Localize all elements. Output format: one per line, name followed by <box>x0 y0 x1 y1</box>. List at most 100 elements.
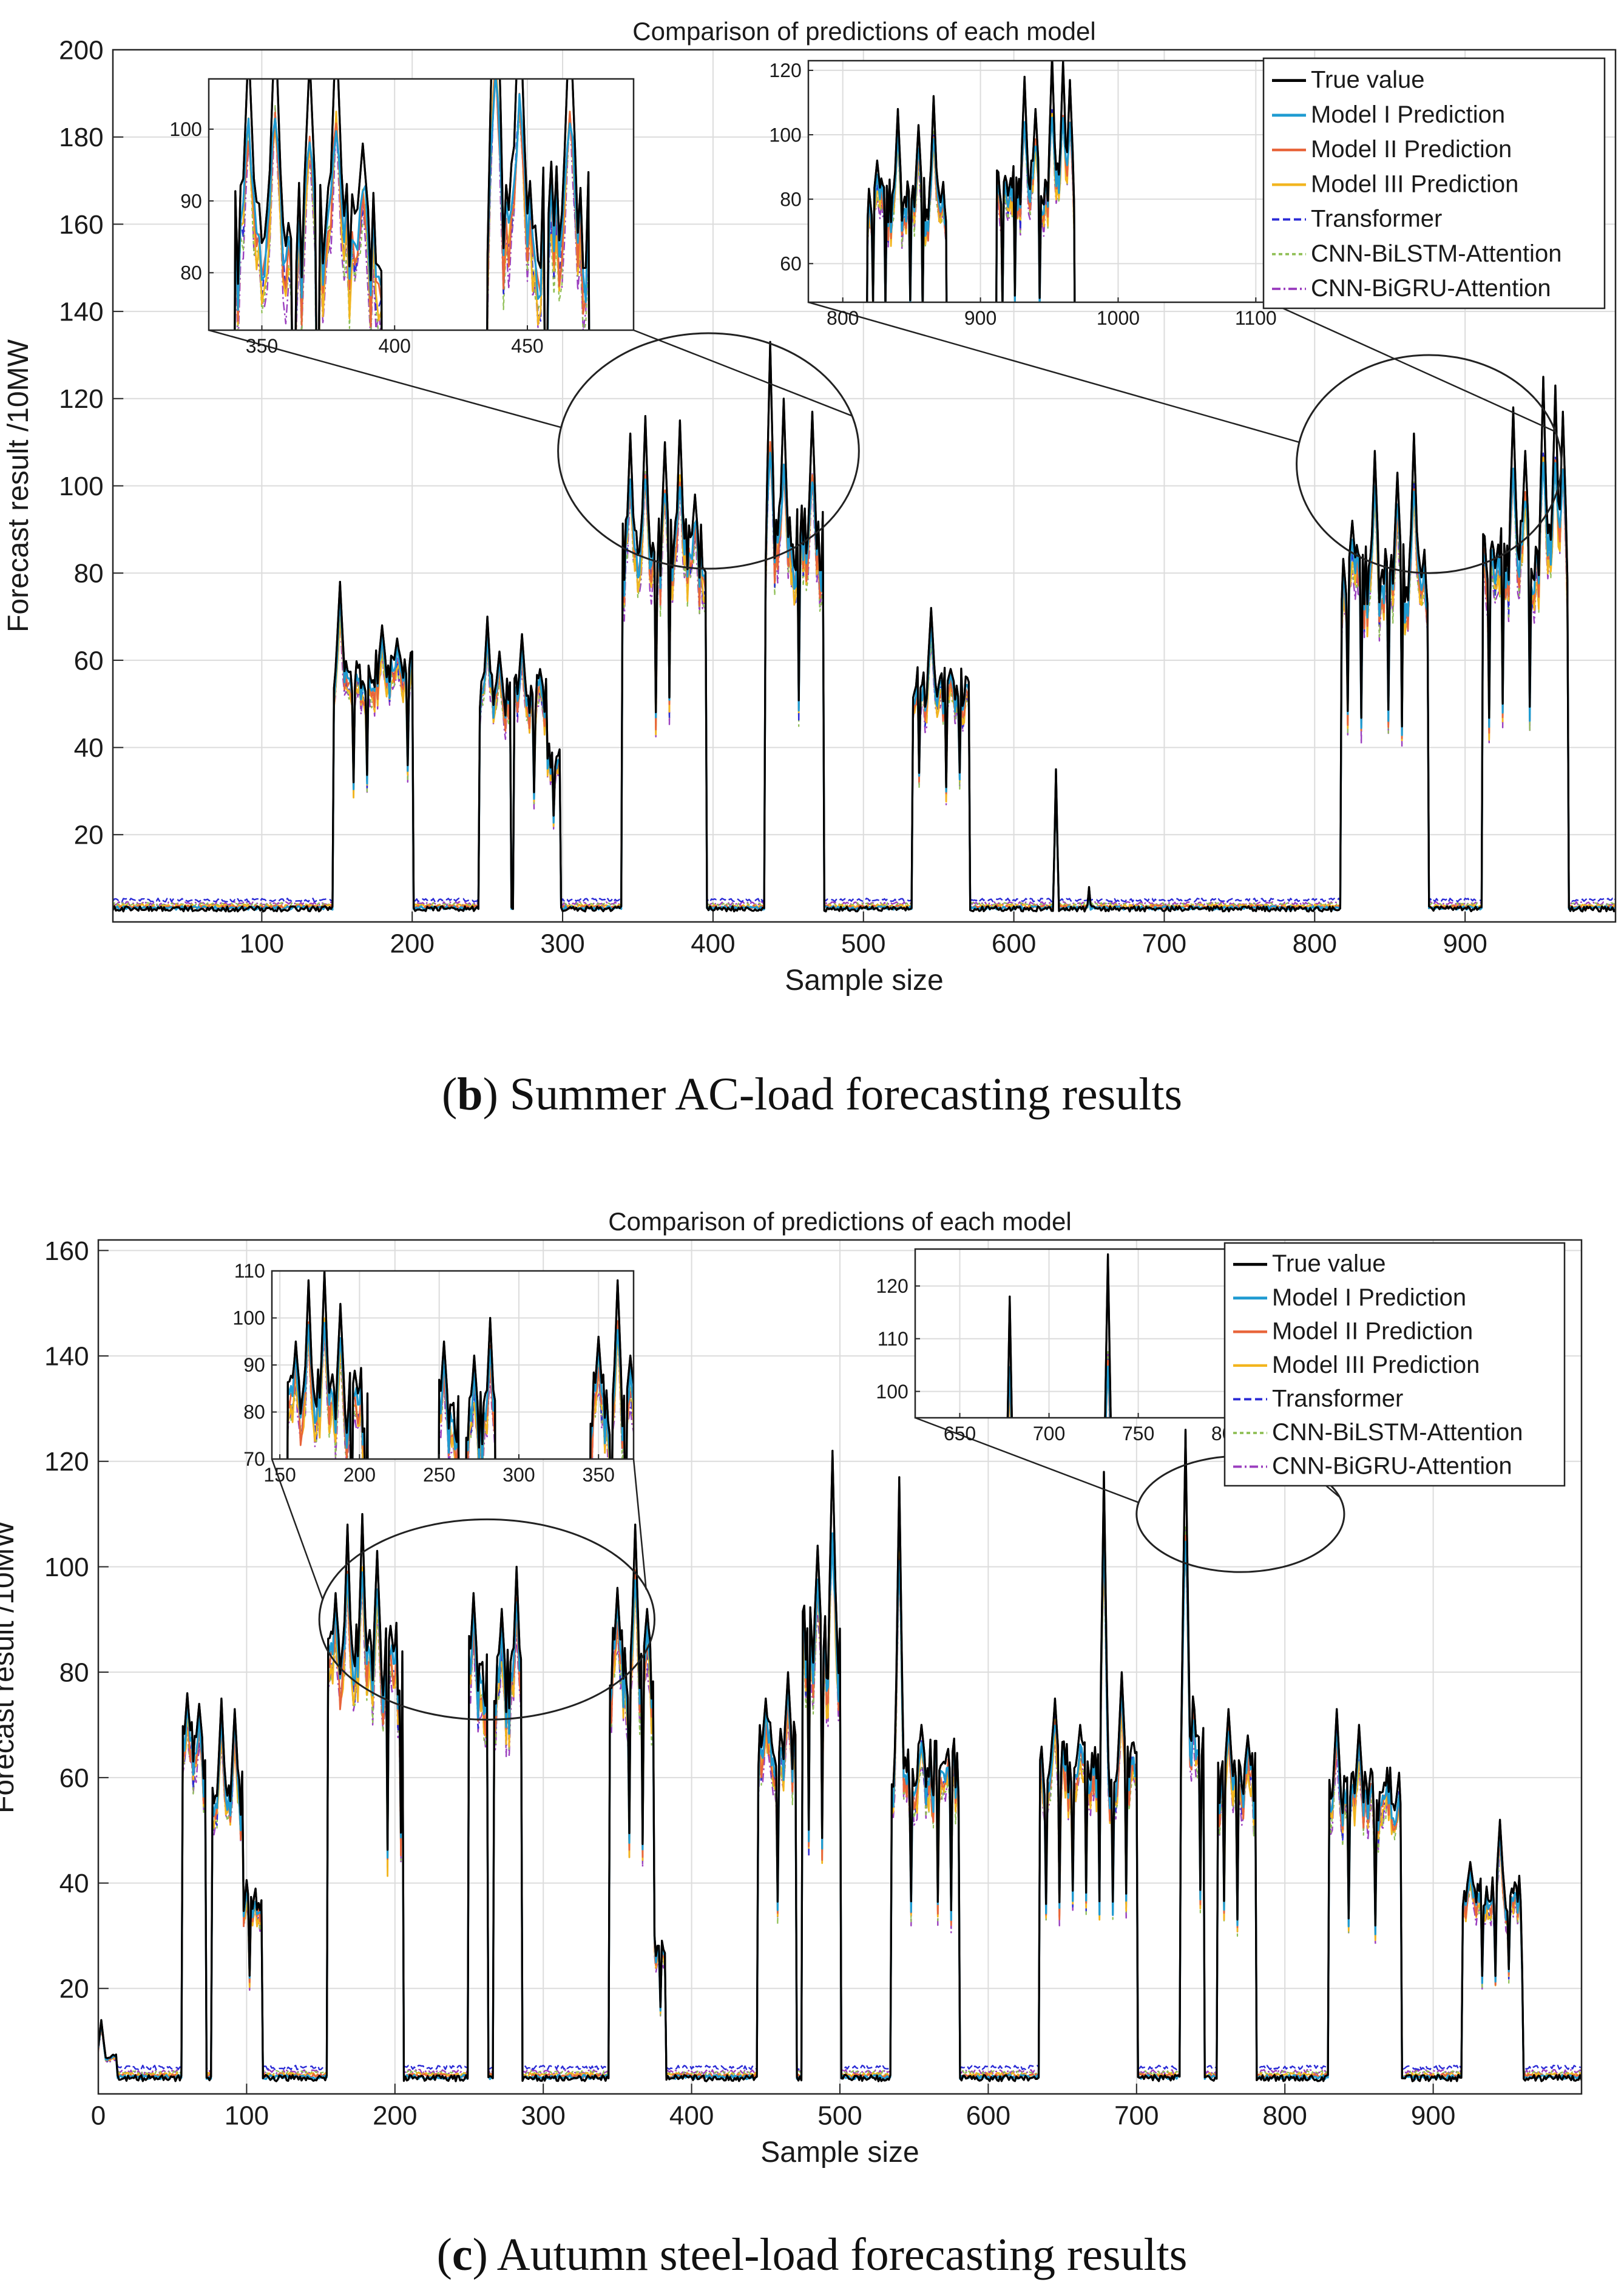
caption-b-label: b <box>457 1069 483 1120</box>
chart-c-zoom-connector <box>632 1458 647 1590</box>
chart-b-legend: True value Model I Prediction Model II Pre… <box>1262 57 1606 310</box>
chart-b-zoom1-axes-box <box>208 78 635 331</box>
chart-c-zoom1-xtick-label: 200 <box>343 1464 376 1486</box>
chart-b-zoom-connector <box>208 329 561 428</box>
chart-c-title: Comparison of predictions of each model <box>608 1207 1071 1236</box>
chart-b-legend-entry: Model I Prediction <box>1311 101 1505 128</box>
chart-c-ytick-label: 20 <box>59 1974 89 2004</box>
chart-b-zoom2-ytick-label: 60 <box>780 253 802 275</box>
chart-b-ytick-label: 160 <box>59 210 103 240</box>
chart-b-zoom2-ytick-label: 80 <box>780 188 802 210</box>
chart-c-zoom1-xtick-label: 250 <box>423 1464 455 1486</box>
chart-c-ytick-label: 60 <box>59 1763 89 1793</box>
chart-c-legend-entry: CNN-BiGRU-Attention <box>1272 1453 1512 1480</box>
chart-c: 0 100 200 300 400 500 600 700 800 900204060801001… <box>0 1207 1583 2169</box>
chart-c-true-value-overlay <box>98 1429 1582 2082</box>
chart-b-ytick-label: 20 <box>74 821 104 850</box>
chart-b-zoom1-xtick-label: 400 <box>379 335 411 357</box>
chart-c-zoom2-ytick-label: 120 <box>876 1275 908 1297</box>
chart-b-zoom-connector <box>808 301 1300 443</box>
chart-b-zoom1-xtick-label: 450 <box>511 335 543 357</box>
chart-b-zoom-ellipse-1 <box>557 332 860 570</box>
chart-b-zoom1-xtick-label: 350 <box>246 335 278 357</box>
chart-b-zoom1-ytick-label: 100 <box>169 118 201 140</box>
chart-b-legend-box <box>1262 57 1606 310</box>
chart-b-zoom-ellipse-2 <box>1296 354 1563 574</box>
chart-c-xtick-label: 100 <box>225 2101 269 2131</box>
chart-c-zoom1-ytick-label: 70 <box>243 1448 265 1470</box>
chart-c-xtick-label: 500 <box>817 2101 862 2131</box>
chart-b-series-group <box>113 340 1616 913</box>
chart-c-legend-entry: Model II Prediction <box>1272 1318 1473 1344</box>
chart-c-ylabel: Forecast result /10MW <box>0 1520 20 1813</box>
chart-b-zoom1-ytick-label: 80 <box>180 262 202 284</box>
chart-b-zoom-connector <box>1269 301 1555 432</box>
chart-b-zoom2-xtick-label: 1000 <box>1097 307 1140 329</box>
chart-c-zoom1-true-value-overlay <box>286 1271 634 1459</box>
chart-c-zoom2-xtick-label: 650 <box>944 1423 976 1444</box>
chart-b-title: Comparison of predictions of each model <box>632 17 1095 46</box>
chart-c-ytick-label: 80 <box>59 1658 89 1688</box>
chart-c-legend-entry: Model I Prediction <box>1272 1284 1466 1311</box>
chart-b-ytick-label: 100 <box>59 472 103 501</box>
chart-c-zoom-connector <box>915 1417 1139 1503</box>
chart-c-zoom1-ytick-label: 90 <box>243 1354 265 1376</box>
chart-b-xtick-label: 900 <box>1443 929 1487 959</box>
chart-b-xtick-label: 600 <box>992 929 1036 959</box>
chart-c-ytick-label: 40 <box>59 1869 89 1898</box>
chart-c-xtick-label: 600 <box>966 2101 1010 2131</box>
chart-c-zoom-connector <box>271 1458 323 1600</box>
chart-b-ytick-label: 200 <box>59 35 103 65</box>
chart-c-xtick-label: 0 <box>91 2101 106 2131</box>
chart-b-xtick-label: 200 <box>390 929 435 959</box>
chart-c-legend-box <box>1223 1242 1566 1487</box>
chart-b-xtick-label: 800 <box>1293 929 1337 959</box>
chart-c-ytick-label: 120 <box>44 1447 89 1477</box>
chart-c-zoom2-ytick-label: 110 <box>878 1328 908 1350</box>
chart-c-xtick-label: 900 <box>1411 2101 1455 2131</box>
chart-b-legend-entry: Transformer <box>1311 206 1442 232</box>
chart-c-zoom-inset-2: 650700750800100110120 <box>876 1248 1247 1444</box>
chart-b-ytick-label: 140 <box>59 297 103 327</box>
chart-c-legend-entry: Model III Prediction <box>1272 1352 1480 1378</box>
chart-b-xtick-label: 700 <box>1142 929 1186 959</box>
chart-b-xlabel: Sample size <box>785 964 943 997</box>
chart-c-xtick-label: 800 <box>1262 2101 1307 2131</box>
chart-c-zoom1-ytick-label: 80 <box>243 1401 265 1423</box>
chart-c-xtick-label: 300 <box>521 2101 565 2131</box>
chart-c-xtick-label: 200 <box>373 2101 417 2131</box>
caption-b: (b) Summer AC-load forecasting results <box>441 1069 1183 1120</box>
chart-c-zoom2-xtick-label: 750 <box>1122 1423 1154 1444</box>
chart-b-zoom1-ytick-label: 90 <box>180 190 202 212</box>
caption-c-text: Autumn steel-load forecasting results <box>487 2229 1188 2280</box>
chart-b-zoom-inset-1: 350 400 450 80 90 100 <box>169 78 635 357</box>
chart-c-ytick-label: 160 <box>44 1236 89 1266</box>
chart-b-xtick-label: 400 <box>691 929 735 959</box>
chart-c-xtick-label: 700 <box>1114 2101 1159 2131</box>
chart-b-ytick-label: 180 <box>59 123 103 152</box>
chart-b-zoom2-ytick-label: 100 <box>769 124 801 146</box>
chart-b-true-value-overlay <box>113 340 1616 913</box>
chart-c-zoom1-xtick-label: 350 <box>583 1464 615 1486</box>
chart-b-legend-entry: Model II Prediction <box>1311 136 1512 163</box>
caption-c-label: c <box>452 2229 473 2280</box>
chart-b-xtick-label: 500 <box>841 929 885 959</box>
chart-c-ytick-label: 140 <box>44 1341 89 1371</box>
chart-b-legend-entry: CNN-BiGRU-Attention <box>1311 275 1551 302</box>
chart-b-legend-entry: CNN-BiLSTM-Attention <box>1311 240 1561 267</box>
chart-b-ytick-label: 40 <box>74 733 104 763</box>
chart-b: 100 200 300 400 500 600 700 800 900 20 40 60 80 100 12… <box>2 17 1617 997</box>
chart-c-zoom1-series-group <box>286 1271 634 1459</box>
chart-c-xlabel: Sample size <box>760 2136 919 2169</box>
chart-c-zoom2-ytick-label: 100 <box>876 1381 908 1403</box>
chart-b-xtick-label: 300 <box>540 929 584 959</box>
chart-b-ylabel: Forecast result /10MW <box>2 339 35 632</box>
chart-c-legend-entry: Transformer <box>1272 1385 1403 1412</box>
chart-c-zoom2-plot-area <box>915 1249 1245 1418</box>
chart-b-zoom2-xtick-label: 800 <box>827 307 859 329</box>
chart-c-legend-entry: True value <box>1272 1250 1386 1277</box>
chart-c-zoom2-xtick-label: 700 <box>1033 1423 1065 1444</box>
chart-c-zoom-inset-1: 150 200 250 300 350 70 80 90 100 110 <box>232 1260 635 1486</box>
chart-c-series-group <box>98 1429 1582 2082</box>
chart-c-zoom1-ytick-label: 100 <box>232 1307 265 1329</box>
